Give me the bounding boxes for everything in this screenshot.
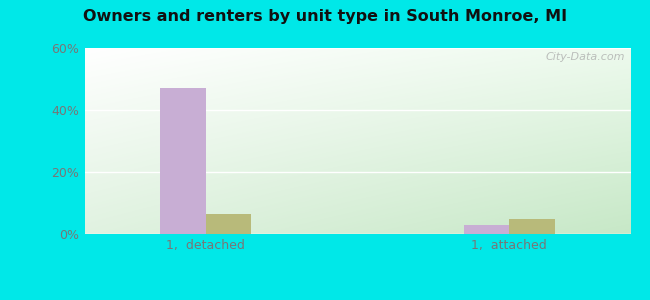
Bar bbox=[463, 225, 509, 234]
Text: Owners and renters by unit type in South Monroe, MI: Owners and renters by unit type in South… bbox=[83, 9, 567, 24]
Text: City-Data.com: City-Data.com bbox=[545, 52, 625, 62]
Bar bbox=[509, 218, 554, 234]
Bar bbox=[206, 214, 252, 234]
Bar bbox=[161, 88, 206, 234]
Legend: Owner occupied units, Renter occupied units: Owner occupied units, Renter occupied un… bbox=[173, 299, 542, 300]
